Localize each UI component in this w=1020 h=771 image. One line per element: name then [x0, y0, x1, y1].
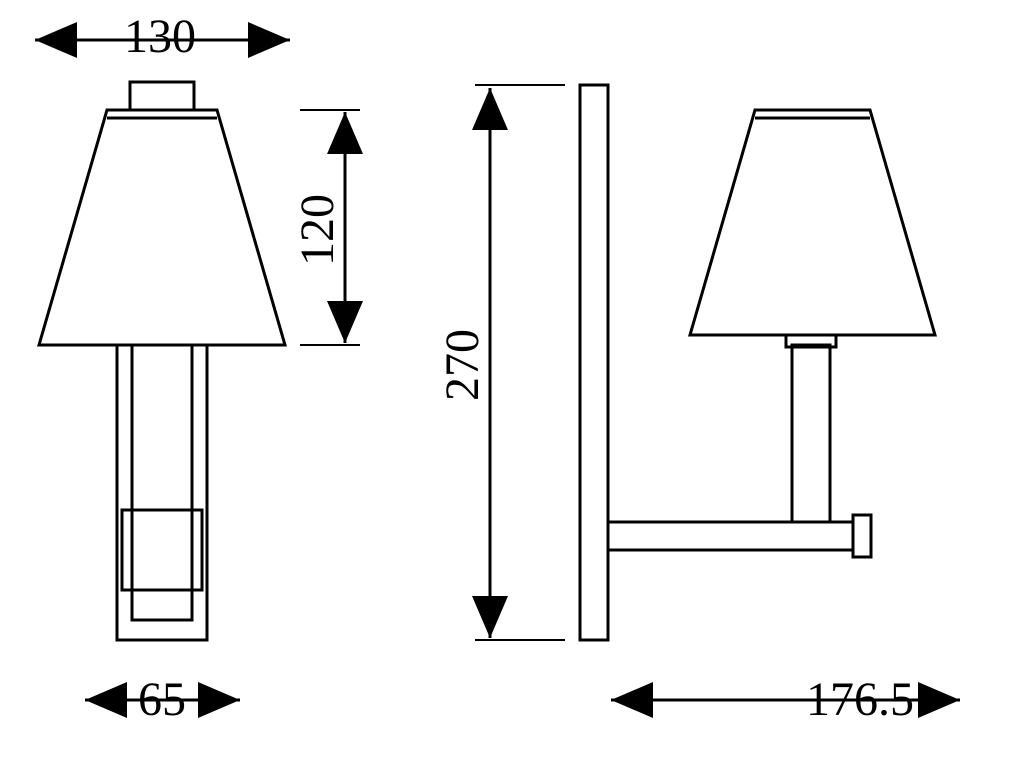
dim-label-65: 65 — [138, 673, 186, 726]
side-shade — [690, 110, 935, 335]
side-wall-plate — [580, 85, 608, 640]
front-square-block — [122, 510, 202, 590]
dim-label-120: 120 — [291, 194, 344, 266]
front-view — [39, 82, 285, 640]
front-shade-outer — [39, 110, 285, 345]
side-stem — [792, 345, 830, 522]
dim-label-176: 176.5 — [806, 673, 914, 726]
technical-drawing: 130 120 65 270 176.5 — [0, 0, 1020, 771]
side-arm-end — [853, 515, 871, 557]
dim-label-130: 130 — [124, 10, 196, 63]
side-view — [580, 85, 935, 640]
dimension-lines — [35, 40, 960, 700]
front-base-inner — [132, 345, 192, 620]
side-arm — [608, 522, 853, 550]
front-handle — [130, 82, 194, 110]
dim-label-270: 270 — [436, 329, 489, 401]
